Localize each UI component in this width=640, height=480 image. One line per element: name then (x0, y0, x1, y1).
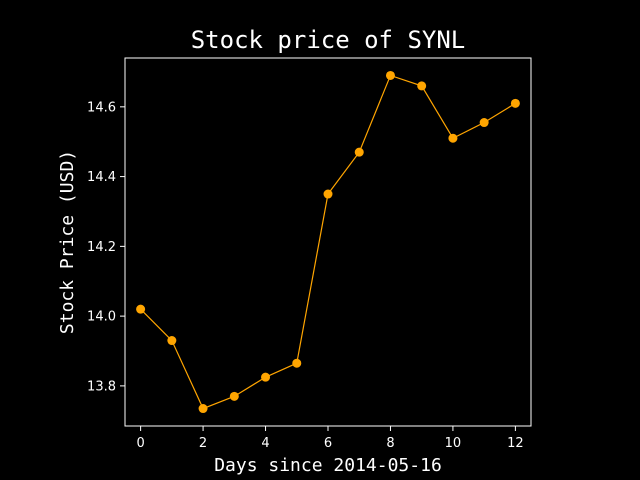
chart-title: Stock price of SYNL (191, 26, 466, 54)
price-points (136, 70, 520, 414)
price-line (140, 74, 516, 410)
price-point (385, 70, 395, 80)
x-tick-label: 6 (324, 436, 332, 451)
y-tick-label: 14.2 (87, 240, 116, 255)
price-point (417, 81, 427, 91)
x-axis-label: Days since 2014-05-16 (214, 455, 442, 476)
y-axis: 13.8 14.0 14.2 14.4 14.6 (87, 100, 125, 394)
x-tick-label: 4 (261, 436, 269, 451)
price-point (167, 336, 177, 346)
price-point (510, 98, 520, 108)
x-tick-label: 0 (136, 436, 144, 451)
y-tick-label: 14.6 (87, 100, 116, 115)
price-point (448, 133, 458, 143)
x-axis: 0 2 4 6 8 10 12 (136, 426, 524, 451)
price-point (354, 147, 364, 157)
y-tick-label: 13.8 (87, 379, 116, 394)
y-axis-label: Stock Price (USD) (57, 150, 78, 334)
x-tick-label: 12 (507, 436, 524, 451)
x-tick-label: 10 (445, 436, 462, 451)
price-point (323, 189, 333, 199)
price-point (261, 372, 271, 382)
y-tick-label: 14.0 (87, 310, 116, 325)
price-point (229, 391, 239, 401)
x-tick-label: 2 (199, 436, 207, 451)
x-tick-label: 8 (386, 436, 394, 451)
price-point (292, 358, 302, 368)
price-point (198, 404, 208, 414)
price-point (479, 118, 489, 128)
y-tick-label: 14.4 (87, 170, 116, 185)
price-point (136, 304, 146, 314)
